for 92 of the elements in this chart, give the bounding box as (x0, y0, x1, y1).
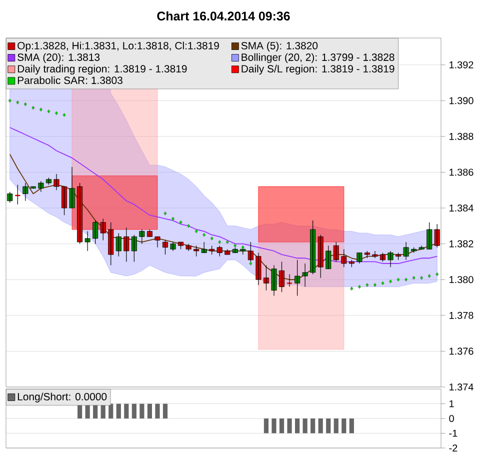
candlestick (61, 186, 68, 216)
candlestick (201, 242, 207, 254)
point (241, 245, 244, 250)
candlestick (318, 234, 324, 278)
legend-label: SMA (5): 1.3820 (241, 42, 318, 52)
candlestick (186, 244, 192, 252)
y-tick-label: 1.388 (450, 132, 474, 140)
point (54, 111, 58, 116)
point (428, 274, 431, 278)
candlestick (341, 248, 347, 268)
candlestick (286, 274, 293, 288)
point (164, 211, 167, 216)
candlestick (77, 182, 83, 244)
point (47, 109, 50, 114)
point (218, 240, 222, 244)
y-tick-label: 1.390 (450, 97, 474, 104)
point (420, 276, 424, 280)
candlestick (388, 250, 394, 268)
legend-label: Parabolic SAR: 1.3803 (18, 76, 122, 84)
legend-label: Daily trading region: 1.3819 - 1.3819 (18, 64, 187, 75)
point (350, 286, 354, 291)
candlestick (279, 261, 285, 292)
candlestick (124, 227, 130, 262)
point (8, 98, 12, 103)
candlestick (7, 192, 13, 203)
legend-label: SMA (20): 1.3813 (18, 53, 100, 63)
chart-title: Chart 16.04.2014 09:36 (157, 11, 290, 20)
legend-label: Op:1.3828, Hi:1.3831, Lo:1.3818, Cl:1.3819 (18, 42, 219, 52)
point (194, 229, 198, 234)
point (16, 100, 20, 104)
y-tick-label: -1 (449, 430, 458, 437)
point (234, 244, 237, 248)
candlestick (356, 252, 362, 264)
candlestick (302, 263, 308, 288)
point (396, 278, 400, 282)
point (412, 276, 416, 280)
point (210, 236, 214, 240)
y-tick-label: 1.382 (450, 240, 474, 248)
point (404, 278, 408, 282)
y-tick-label: 1.384 (450, 204, 474, 212)
y-tick-label: 0 (449, 414, 454, 422)
candlestick (426, 222, 432, 250)
candlestick (139, 229, 145, 244)
y-tick-label: 1.392 (450, 61, 474, 68)
candlestick (310, 220, 316, 275)
point (179, 220, 182, 224)
y-tick-label: 1 (450, 400, 454, 408)
point (32, 106, 35, 110)
y-tick-label: 1.378 (450, 312, 474, 319)
point (202, 232, 206, 237)
point (226, 240, 229, 244)
point (24, 102, 27, 106)
point (366, 283, 369, 287)
candlestick (22, 182, 28, 202)
y-tick-label: 1.380 (450, 276, 474, 284)
point (358, 284, 361, 289)
y-tick-label: 1.374 (450, 383, 474, 391)
point (172, 216, 175, 221)
point (249, 262, 252, 266)
candlestick (84, 230, 90, 252)
candlestick (372, 250, 378, 258)
candlestick (162, 240, 168, 255)
point (62, 113, 66, 117)
candlestick (263, 264, 269, 291)
y-tick-label: 1.376 (450, 348, 474, 355)
legend-label: Daily S/L region: 1.3819 - 1.3819 (242, 64, 394, 75)
candlestick (30, 186, 36, 189)
candlestick (403, 242, 409, 260)
candlestick (170, 242, 176, 252)
candlestick (131, 234, 137, 262)
candlestick (92, 220, 98, 244)
candlestick (271, 264, 277, 296)
candlestick (54, 174, 60, 190)
point (39, 108, 42, 112)
y-tick-label: -2 (449, 444, 458, 452)
legend-label: Long/Short: 0.0000 (18, 392, 107, 402)
candlestick (38, 180, 44, 192)
point (373, 283, 376, 287)
y-tick-label: 1.386 (450, 168, 474, 176)
point (436, 272, 439, 276)
candlestick (216, 245, 222, 257)
candlestick (194, 245, 200, 257)
point (381, 281, 384, 286)
candlestick (14, 184, 21, 205)
point (389, 279, 392, 284)
candlestick (100, 218, 106, 241)
candlestick (294, 260, 300, 296)
candlestick (69, 166, 75, 208)
point (187, 224, 190, 228)
legend-label: Bollinger (20, 2): 1.3799 - 1.3828 (242, 53, 394, 63)
candlestick (256, 252, 262, 286)
candlestick (154, 236, 160, 248)
